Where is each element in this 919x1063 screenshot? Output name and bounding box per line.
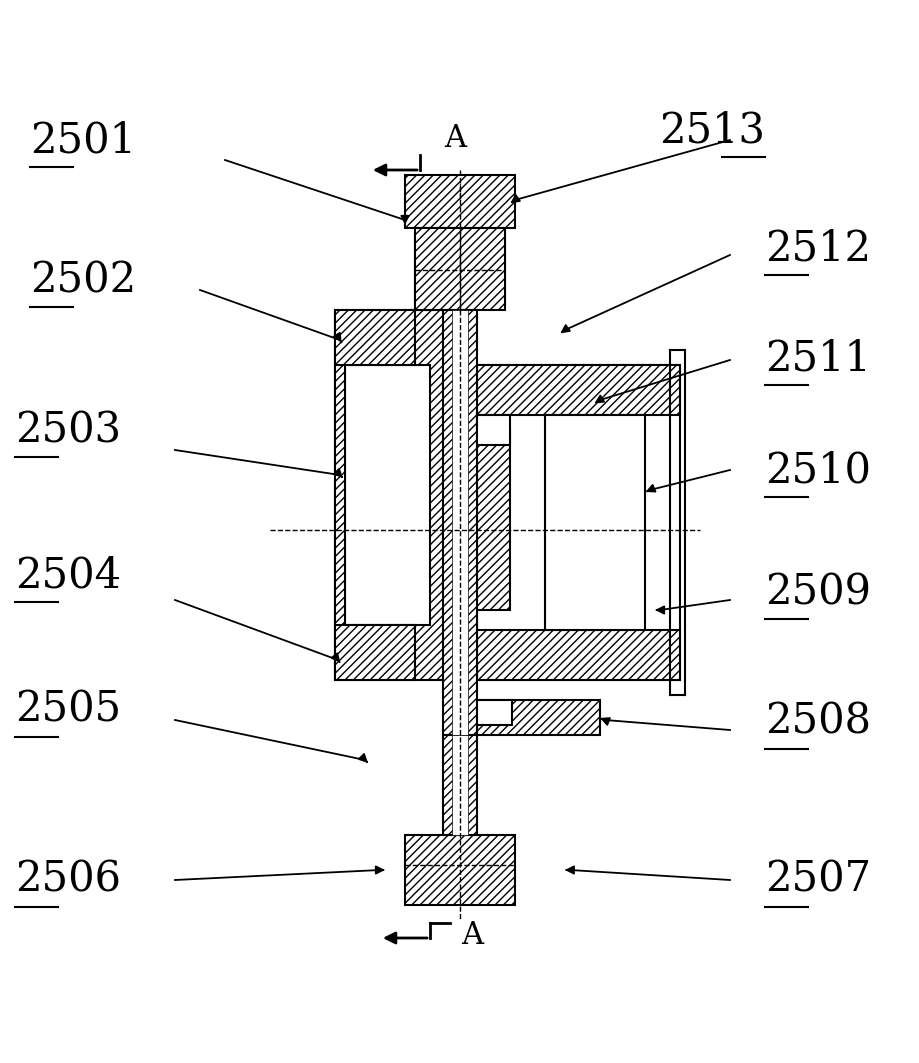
Bar	[477, 431, 510, 610]
Bar	[477, 365, 680, 680]
Bar	[545, 415, 645, 630]
Text: 2513: 2513	[659, 109, 765, 151]
Bar	[335, 625, 415, 680]
Bar	[415, 227, 505, 310]
Text: 2511: 2511	[765, 337, 871, 379]
Bar	[477, 630, 680, 680]
Text: 2504: 2504	[15, 554, 121, 596]
Text: 2501: 2501	[30, 119, 136, 161]
Text: 2502: 2502	[30, 259, 136, 301]
Text: 2509: 2509	[765, 571, 871, 613]
Text: 2508: 2508	[765, 701, 871, 743]
Bar	[345, 365, 430, 625]
Bar	[335, 310, 415, 365]
Text: 2505: 2505	[15, 689, 121, 731]
Bar	[477, 701, 512, 725]
Bar	[452, 735, 468, 836]
Text: A: A	[444, 122, 466, 153]
Text: 2506: 2506	[15, 859, 121, 901]
Bar	[477, 415, 510, 445]
Text: 2512: 2512	[765, 227, 871, 269]
Text: 2510: 2510	[765, 449, 871, 491]
Bar	[405, 175, 515, 227]
Bar	[477, 365, 680, 415]
Text: 2503: 2503	[15, 409, 121, 451]
Text: 2507: 2507	[765, 859, 871, 901]
Bar	[452, 310, 468, 735]
Bar	[477, 701, 600, 735]
Bar	[443, 310, 477, 735]
Bar	[443, 735, 477, 836]
Bar	[405, 836, 515, 905]
Text: A: A	[461, 919, 483, 950]
Bar	[335, 310, 455, 680]
